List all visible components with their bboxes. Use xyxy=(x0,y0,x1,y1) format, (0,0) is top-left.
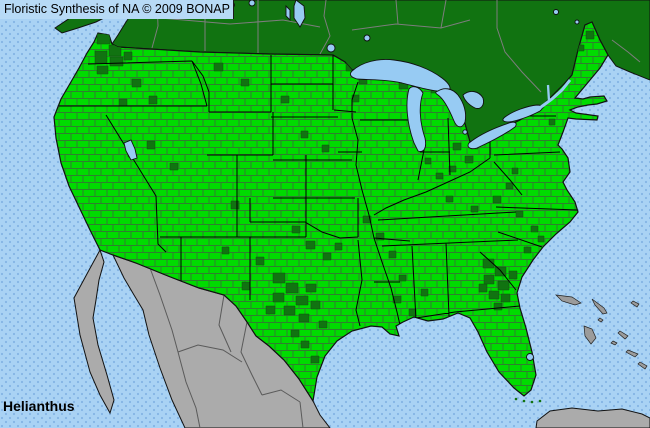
lake-huron xyxy=(435,88,467,128)
lakes-layer xyxy=(123,0,580,361)
baja-california xyxy=(73,248,115,415)
lake-ontario xyxy=(502,104,543,123)
canada-province-borders xyxy=(151,0,641,93)
st-lawrence-river xyxy=(540,79,572,109)
usa-region xyxy=(53,21,609,403)
georgian-bay xyxy=(462,91,484,109)
lake-of-the-woods xyxy=(326,43,336,53)
lake-manitoba xyxy=(285,4,291,22)
bahamas-islands xyxy=(555,294,648,370)
map-title-bar: Floristic Synthesis of NA © 2009 BONAP xyxy=(0,0,234,19)
lake-michigan xyxy=(406,86,427,152)
lake-okeechobee xyxy=(526,353,534,361)
canada-lake-small-1 xyxy=(248,0,256,7)
state-borders xyxy=(59,55,578,327)
mexico-state-borders xyxy=(149,267,304,428)
lake-st-clair xyxy=(462,129,468,135)
great-salt-lake xyxy=(123,139,138,161)
taxon-label: Helianthus xyxy=(3,398,75,414)
quebec-lake-2 xyxy=(574,19,580,25)
cuba-region xyxy=(535,407,650,428)
lake-erie xyxy=(467,121,517,150)
lake-winnipeg xyxy=(293,0,306,28)
florida-keys xyxy=(514,397,542,404)
lake-champlain xyxy=(546,84,551,102)
quebec-lake-1 xyxy=(553,9,559,15)
lake-nipigon xyxy=(363,34,371,42)
map-title: Floristic Synthesis of NA © 2009 BONAP xyxy=(4,2,230,16)
